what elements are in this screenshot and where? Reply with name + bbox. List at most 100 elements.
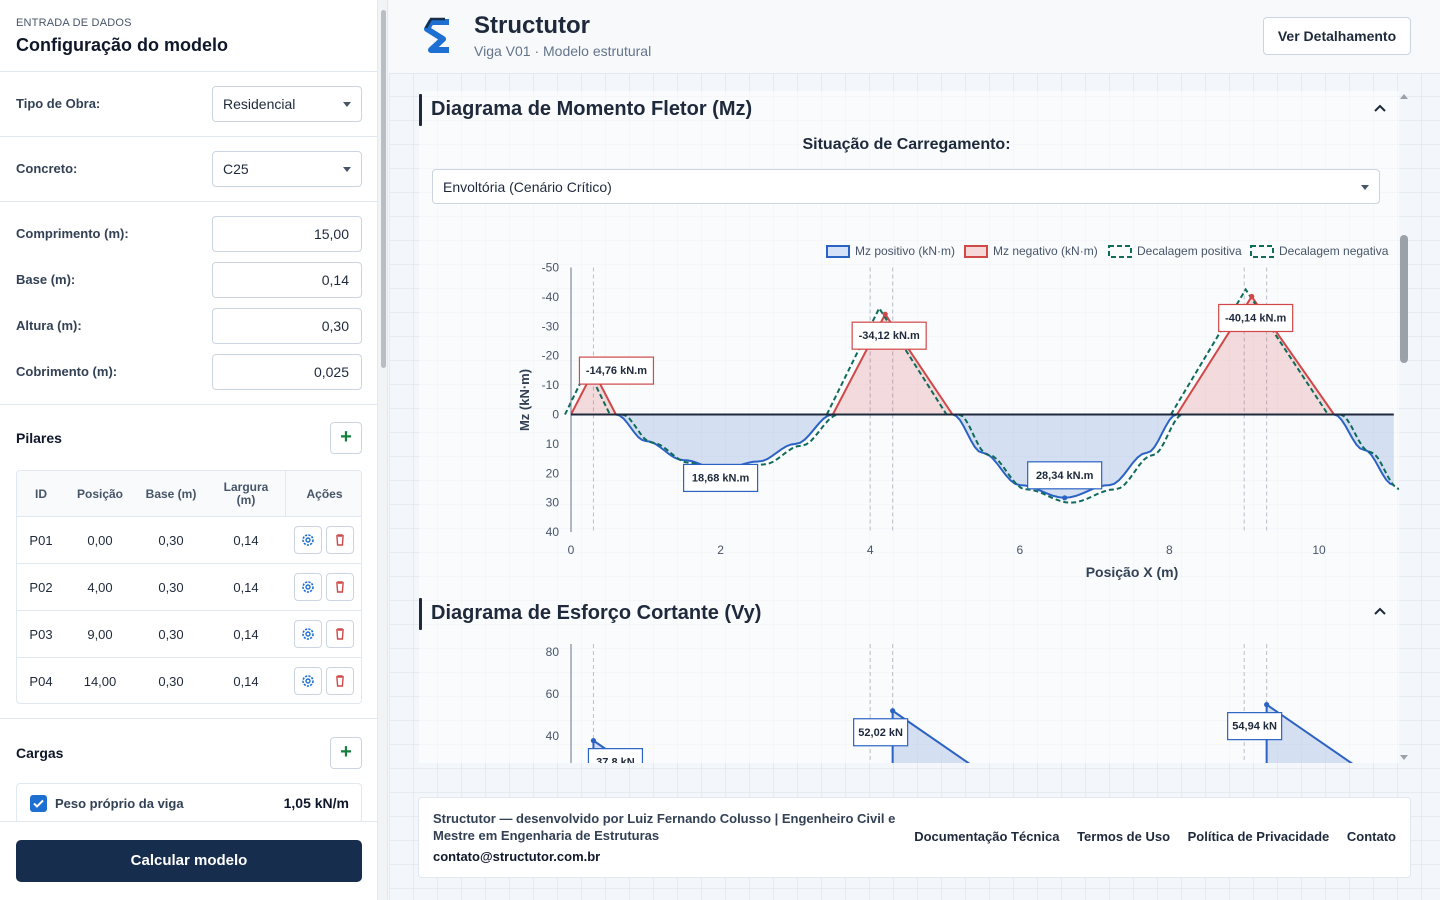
footer-link-privacidade[interactable]: Política de Privacidade [1187, 829, 1330, 844]
y-tick-label: 80 [546, 645, 560, 659]
comprimento-input[interactable]: 15,00 [212, 216, 362, 252]
legend-swatch [1250, 245, 1274, 258]
add-pilar-button[interactable]: + [330, 422, 362, 454]
tipo-obra-select[interactable]: Residencial [212, 86, 362, 122]
pilar-settings-button[interactable] [294, 667, 322, 695]
value-label-box [587, 748, 644, 763]
load-value: Envoltória (Cenário Crítico) [443, 179, 612, 195]
x-tick-label: 10 [1312, 543, 1326, 557]
peso-proprio-value: 1,05 kN/m [283, 795, 349, 811]
value-label: -14,76 kN.m [586, 365, 647, 377]
footer-link-termos[interactable]: Termos de Uso [1077, 829, 1171, 844]
content-scrollbar-thumb[interactable] [1400, 235, 1408, 363]
legend-label: Decalagem positiva [1137, 244, 1242, 258]
pilar-posicao[interactable]: 14,00 [83, 674, 117, 689]
y-tick-label: 40 [546, 525, 560, 539]
peso-proprio-checkbox[interactable] [30, 795, 47, 812]
sidebar-title: Configuração do modelo [16, 35, 229, 55]
pilar-base[interactable]: 0,30 [158, 674, 184, 689]
x-tick-label: 8 [1166, 543, 1173, 557]
pilar-base[interactable]: 0,30 [158, 533, 184, 548]
footer-credits: Structutor — desenvolvido por Luiz Ferna… [433, 811, 896, 843]
add-carga-button[interactable]: + [330, 737, 362, 769]
y-tick-label: 20 [546, 466, 560, 480]
value-label-box [578, 356, 655, 385]
concreto-label: Concreto: [16, 161, 78, 176]
y-tick-label: 0 [552, 408, 559, 422]
brand-title: Structutor [474, 12, 590, 39]
chevron-down-icon [343, 167, 351, 172]
check-icon [33, 799, 44, 808]
pilar-id: P04 [29, 674, 53, 689]
col-header-base: Base (m) [135, 471, 207, 517]
content-scrollbar[interactable] [1398, 92, 1410, 763]
diagram-panel: Diagrama de Momento Fletor (Mz) Situação… [419, 91, 1399, 763]
extreme-point [590, 738, 597, 744]
pilar-largura[interactable]: 0,14 [233, 627, 259, 642]
pilar-delete-button[interactable] [326, 620, 354, 648]
pilar-delete-button[interactable] [326, 573, 354, 601]
table-row: P03 9,00 0,30 0,14 [17, 610, 361, 657]
sidebar-scrollbar-thumb[interactable] [381, 10, 386, 368]
scroll-down-icon[interactable] [1400, 755, 1408, 760]
x-tick-label: 6 [1016, 543, 1023, 557]
altura-input[interactable]: 0,30 [212, 308, 362, 344]
calcular-modelo-button[interactable]: Calcular modelo [16, 840, 362, 882]
pilar-largura[interactable]: 0,14 [233, 674, 259, 689]
positive-moment-area [615, 414, 833, 470]
divider [0, 136, 377, 137]
shear-line [1266, 703, 1354, 763]
y-tick-label: 10 [546, 437, 560, 451]
sidebar-eyebrow: ENTRADA DE DADOS [16, 17, 132, 29]
cobrimento-input[interactable]: 0,025 [212, 354, 362, 390]
sidebar-scrollbar[interactable] [378, 0, 388, 900]
concreto-select[interactable]: C25 [212, 151, 362, 187]
legend-swatch [826, 245, 850, 258]
pilar-largura[interactable]: 0,14 [233, 580, 259, 595]
panel-accent [419, 94, 422, 126]
negative-moment-area [832, 314, 953, 415]
col-header-largura: Largura (m) [207, 471, 285, 517]
shear-title: Diagrama de Esforço Cortante (Vy) [431, 602, 762, 624]
panel-accent [419, 598, 422, 630]
value-label-box [853, 718, 909, 747]
y-tick-label: -40 [542, 290, 560, 304]
pilar-largura[interactable]: 0,14 [233, 533, 259, 548]
value-label: -40,14 kN.m [1225, 312, 1286, 324]
table-row: P04 14,00 0,30 0,14 [17, 657, 361, 703]
col-header-acoes: Ações [285, 471, 361, 517]
footer-link-documentacao[interactable]: Documentação Técnica [914, 829, 1060, 844]
pilar-posicao[interactable]: 0,00 [87, 533, 113, 548]
pilar-base[interactable]: 0,30 [158, 580, 184, 595]
pilar-posicao[interactable]: 4,00 [87, 580, 113, 595]
x-tick-label: 2 [717, 543, 724, 557]
scroll-up-icon[interactable] [1400, 94, 1408, 99]
top-bar: Structutor Viga V01 · Modelo estrutural … [389, 0, 1440, 74]
legend-label: Mz negativo (kN·m) [993, 244, 1098, 258]
pilar-settings-button[interactable] [294, 620, 322, 648]
y-axis-label: Mz (kN·m) [517, 369, 532, 431]
chevron-up-icon[interactable] [1373, 606, 1387, 616]
footer-links: Documentação Técnica Termos de Uso Polít… [900, 829, 1396, 844]
pilar-id: P03 [29, 627, 53, 642]
pilar-id: P01 [29, 533, 53, 548]
pilar-posicao[interactable]: 9,00 [87, 627, 113, 642]
chevron-up-icon[interactable] [1373, 103, 1387, 113]
trash-icon [336, 581, 344, 593]
plus-icon: + [340, 741, 352, 763]
base-input[interactable]: 0,14 [212, 262, 362, 298]
peso-proprio-label: Peso próprio da viga [55, 796, 184, 811]
pilar-delete-button[interactable] [326, 526, 354, 554]
value-label-box [1027, 461, 1103, 490]
footer-link-contato[interactable]: Contato [1346, 829, 1396, 844]
extreme-point [1062, 495, 1068, 501]
pilar-delete-button[interactable] [326, 667, 354, 695]
pilar-settings-button[interactable] [294, 573, 322, 601]
footer-email-link[interactable]: contato@structutor.com.br [433, 849, 601, 864]
y-tick-label: 60 [546, 687, 560, 701]
ver-detalhamento-button[interactable]: Ver Detalhamento [1263, 17, 1411, 55]
pilar-base[interactable]: 0,30 [158, 627, 184, 642]
x-tick-label: 4 [867, 543, 874, 557]
load-select[interactable]: Envoltória (Cenário Crítico) [432, 169, 1380, 204]
pilar-settings-button[interactable] [294, 526, 322, 554]
